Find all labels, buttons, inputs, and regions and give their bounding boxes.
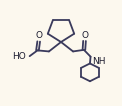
Text: HO: HO (12, 52, 26, 61)
Text: O: O (35, 31, 42, 40)
Text: NH: NH (92, 57, 106, 66)
Text: O: O (81, 31, 88, 40)
